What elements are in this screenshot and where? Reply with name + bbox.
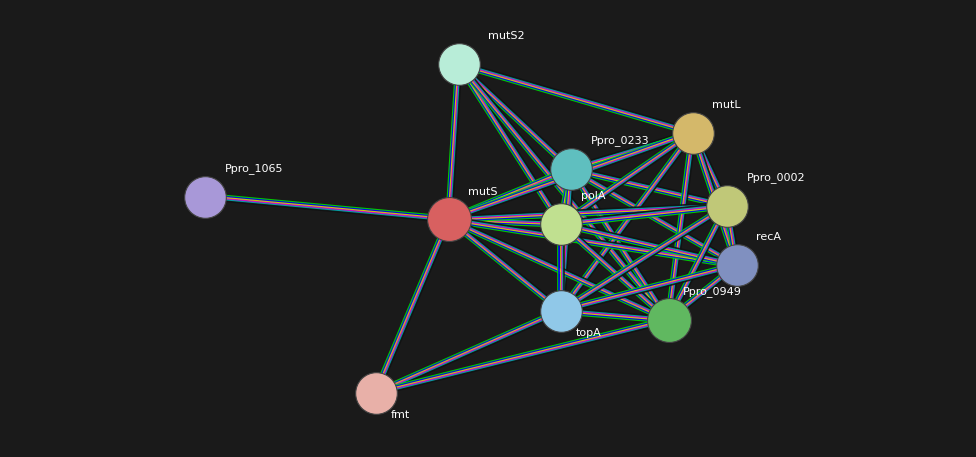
Text: fmt: fmt (390, 410, 410, 420)
Text: polA: polA (581, 191, 605, 201)
Text: topA: topA (576, 328, 601, 338)
Point (563, 165, 579, 173)
Text: mutL: mutL (712, 100, 741, 110)
Point (368, 389, 384, 397)
Text: Ppro_1065: Ppro_1065 (224, 163, 283, 174)
Point (553, 220, 569, 228)
Text: mutS: mutS (468, 186, 498, 197)
Text: Ppro_0949: Ppro_0949 (683, 286, 742, 297)
Point (441, 216, 457, 223)
Text: mutS2: mutS2 (488, 31, 525, 41)
Text: Ppro_0233: Ppro_0233 (590, 135, 649, 146)
Point (661, 316, 676, 324)
Point (719, 202, 735, 209)
Point (729, 261, 745, 269)
Text: Ppro_0002: Ppro_0002 (747, 172, 805, 183)
Point (197, 193, 213, 200)
Point (451, 60, 467, 68)
Point (553, 307, 569, 314)
Point (685, 129, 701, 136)
Text: recA: recA (756, 232, 782, 242)
